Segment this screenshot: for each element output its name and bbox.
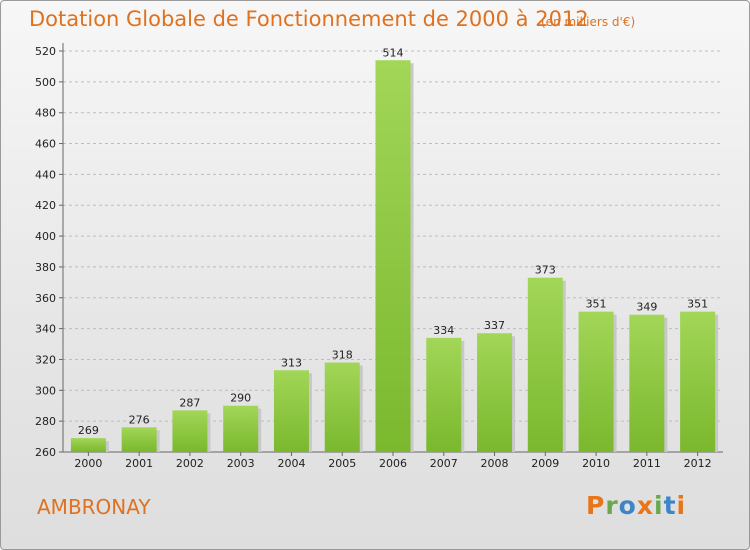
logo-letter: i — [654, 491, 664, 520]
y-tick-label: 320 — [35, 353, 56, 366]
bar-2006 — [375, 60, 411, 452]
x-tick-label: 2003 — [227, 457, 255, 470]
x-tick-label: 2009 — [531, 457, 559, 470]
bar-value-label: 514 — [383, 46, 404, 59]
logo-letter: r — [605, 491, 619, 520]
y-tick-label: 300 — [35, 384, 56, 397]
x-tick-label: 2008 — [481, 457, 509, 470]
bar-2001 — [121, 427, 157, 452]
logo-letter: o — [618, 491, 637, 520]
x-tick-label: 2002 — [176, 457, 204, 470]
bar-value-label: 337 — [484, 319, 505, 332]
bar-value-label: 318 — [332, 349, 353, 362]
bar-2012 — [680, 311, 716, 452]
bar-value-label: 276 — [129, 413, 150, 426]
bar-2007 — [426, 337, 462, 452]
logo-letter: t — [663, 491, 677, 520]
x-tick-label: 2005 — [328, 457, 356, 470]
y-tick-label: 340 — [35, 323, 56, 336]
y-tick-label: 420 — [35, 199, 56, 212]
bar-2003 — [223, 405, 259, 452]
bar-value-label: 351 — [687, 298, 708, 311]
y-tick-label: 440 — [35, 168, 56, 181]
y-tick-label: 400 — [35, 230, 56, 243]
chart-subtitle: (en milliers d'€) — [541, 15, 636, 29]
bar-2011 — [629, 314, 665, 452]
x-tick-label: 2001 — [125, 457, 153, 470]
bar-value-label: 351 — [586, 298, 607, 311]
bar-value-label: 373 — [535, 264, 556, 277]
x-tick-label: 2004 — [277, 457, 305, 470]
bar-value-label: 334 — [433, 324, 454, 337]
logo-letter: i — [676, 491, 687, 520]
bar-2002 — [172, 410, 208, 452]
bar-value-label: 349 — [636, 301, 657, 314]
labels: 260 280 300 320 340 360 380 400 420 440 460 480 500 5… — [35, 45, 712, 470]
y-tick-label: 360 — [35, 292, 56, 305]
bars — [70, 60, 719, 452]
y-tick-label: 500 — [35, 76, 56, 89]
y-tick-label: 380 — [35, 261, 56, 274]
bar-2005 — [324, 362, 360, 452]
y-tick-label: 280 — [35, 415, 56, 428]
chart-title: Dotation Globale de Fonctionnement de 20… — [29, 7, 589, 31]
bar-2000 — [70, 438, 106, 452]
commune-name: AMBRONAY — [37, 495, 151, 519]
y-tick-label: 260 — [35, 446, 56, 459]
logo-letter: P — [586, 491, 606, 520]
logo-letter: x — [636, 491, 654, 520]
y-tick-label: 480 — [35, 107, 56, 120]
y-tick-label: 460 — [35, 138, 56, 151]
bar-value-label: 269 — [78, 424, 99, 437]
proxiti-logo[interactable]: Proxiti — [586, 491, 686, 520]
x-tick-label: 2006 — [379, 457, 407, 470]
bar-value-label: 313 — [281, 356, 302, 369]
x-tick-label: 2012 — [684, 457, 712, 470]
x-tick-label: 2000 — [74, 457, 102, 470]
y-tick-label: 520 — [35, 45, 56, 58]
bar-2008 — [477, 333, 513, 452]
bar-2010 — [578, 311, 614, 452]
x-tick-label: 2010 — [582, 457, 610, 470]
bar-value-label: 290 — [230, 392, 251, 405]
x-tick-label: 2011 — [633, 457, 661, 470]
bar-value-label: 287 — [179, 396, 200, 409]
bar-2009 — [527, 277, 563, 452]
bar-2004 — [273, 370, 309, 452]
x-tick-label: 2007 — [430, 457, 458, 470]
